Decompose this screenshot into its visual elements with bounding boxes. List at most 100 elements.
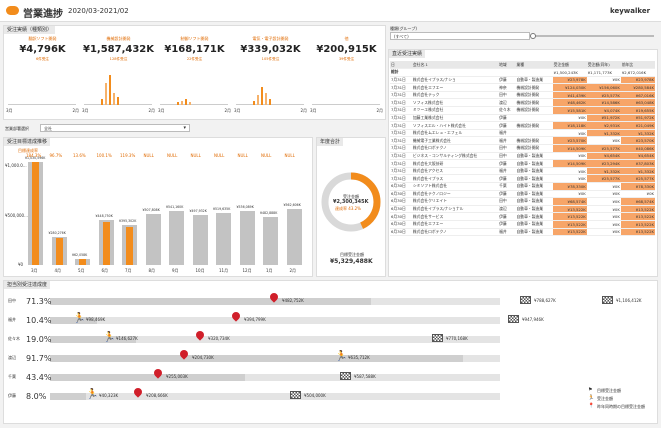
monthly-ylabel-top: ¥1,000.0... bbox=[5, 163, 27, 168]
runner-icon[interactable]: 🏃 bbox=[335, 351, 348, 362]
orders-row[interactable]: 7月31日 ビジネス・コンサルティング株式会社 田中 自動車・製造業 ¥0K ¥4,654… bbox=[390, 152, 655, 161]
monthly-bar[interactable] bbox=[286, 208, 302, 265]
orders-row[interactable]: 7月31日 株式会社ロボテクノ 田中 機械設計開発 ¥14,509K ¥25,577K ¥4… bbox=[390, 144, 655, 153]
orders-cell: 7月31日 bbox=[390, 152, 412, 161]
kpi-sparkline bbox=[312, 71, 380, 105]
monthly-rate: NULL bbox=[284, 153, 295, 158]
orders-column-header[interactable]: 日 bbox=[390, 61, 412, 70]
orders-row[interactable]: 6月30日 株式会社テクノロジー 伊藤 自動車・製造業 ¥0K ¥0K ¥0K bbox=[390, 190, 655, 199]
orders-row[interactable]: 7月31日 機械電子工業株式会社 福井 機械設計開発 ¥23,570K ¥0K ¥23,57… bbox=[390, 136, 655, 146]
orders-cell: 7月31日 bbox=[390, 167, 412, 176]
kpi-value: ¥200,915K bbox=[316, 44, 377, 55]
page-title: 営業進捗 bbox=[23, 9, 63, 20]
monthly-rate: 96.7% bbox=[49, 153, 63, 158]
monthly-actual-bar[interactable] bbox=[32, 161, 39, 265]
slider-handle[interactable] bbox=[530, 33, 536, 39]
kpi-spark-bar bbox=[261, 87, 263, 105]
orders-row[interactable]: 7月31日 株式会社アクセス 福井 自動車・製造業 ¥0K ¥1,332K ¥1,332K bbox=[390, 167, 655, 176]
orders-row[interactable]: 7月31日 ソフィス株式会社 渡辺 機械設計開発 ¥48,462K ¥14,586K ¥63… bbox=[390, 98, 655, 108]
progress-track bbox=[50, 393, 500, 400]
monthly-rate: NULL bbox=[214, 153, 225, 158]
orders-row[interactable]: 6月30日 株式会社ロボテクノ 福井 自動車・製造業 ¥13,522K ¥0K ¥13,52… bbox=[390, 228, 655, 237]
orders-column-header[interactable]: 前年比 bbox=[620, 61, 655, 70]
orders-row[interactable]: 6月30日 株式会社クリエイト 田中 自動車・製造業 ¥68,574K ¥0K ¥68,57… bbox=[390, 197, 655, 206]
monthly-legend: 目標達成率 bbox=[18, 148, 38, 153]
monthly-bar[interactable] bbox=[239, 211, 255, 265]
orders-cell: 6月30日 bbox=[390, 212, 412, 221]
pin-value: ¥482,752K bbox=[282, 298, 304, 303]
monthly-bar[interactable] bbox=[263, 216, 278, 265]
monthly-rate: NULL bbox=[167, 153, 178, 158]
orders-column-header[interactable]: 地域 bbox=[498, 61, 516, 70]
kpi-card: 他 ¥200,915K 39件受注 3月 2月 bbox=[309, 36, 384, 116]
orders-cell: 株式会社アクセス bbox=[411, 167, 499, 176]
legend-target: ⚑ 目標受注金額 bbox=[588, 388, 654, 394]
orders-cell: ¥41,439K bbox=[552, 91, 587, 100]
orders-row[interactable]: 7月31日 株式会社大阪技研 伊藤 自動車・製造業 ¥14,509K ¥23,294K ¥3… bbox=[390, 159, 655, 168]
runner-icon[interactable]: 🏃 bbox=[86, 389, 99, 400]
annual-total-label: 目標受注金額 bbox=[340, 252, 364, 257]
monthly-bar-label: ¥1,030,596K bbox=[25, 155, 46, 160]
monthly-bar[interactable] bbox=[169, 210, 184, 265]
period-slider[interactable] bbox=[532, 35, 654, 37]
orders-cell: 自動車・製造業 bbox=[515, 228, 553, 237]
orders-cell: 株式会社エフエー bbox=[411, 83, 499, 92]
dept-select[interactable]: 全社 ▾ bbox=[40, 124, 190, 132]
orders-column-header[interactable]: 会社名.1 bbox=[411, 61, 499, 70]
orders-column-header[interactable]: 受注金額 bbox=[552, 61, 587, 70]
orders-row[interactable]: 7月31日 株式会社テック 田中 機械設計開発 ¥41,439K ¥25,577K ¥67,… bbox=[390, 91, 655, 100]
flag-icon[interactable] bbox=[432, 334, 443, 342]
kpi-axis-start: 3月 bbox=[234, 108, 241, 113]
flag-value: ¥770,168K bbox=[446, 336, 468, 341]
orders-row[interactable]: 7月31日 株式会社イプラス/ナショ 伊藤 自動車・製造業 ¥23,978K ¥0K ¥23… bbox=[390, 76, 655, 85]
runner-icon[interactable]: 🏃 bbox=[103, 332, 116, 343]
flag-icon[interactable] bbox=[520, 296, 531, 304]
runner-value: ¥98,469K bbox=[86, 317, 106, 322]
orders-cell: 株式会社イプラス/ナショ bbox=[411, 76, 499, 85]
orders-cell: ¥13,522K bbox=[620, 205, 655, 214]
orders-cell: 機械設計開発 bbox=[515, 136, 553, 146]
monthly-bar[interactable] bbox=[216, 213, 231, 265]
monthly-bar-label: ¥562,606K bbox=[283, 202, 301, 207]
orders-row[interactable]: 7月31日 ソフィスエル・ハイト株式会社 伊藤 機械設計開発 ¥18,118K ¥2,93… bbox=[390, 121, 655, 130]
orders-column-header[interactable]: 受注額(同年) bbox=[586, 61, 621, 70]
flag-icon[interactable] bbox=[508, 315, 519, 323]
orders-cell: 7月31日 bbox=[390, 106, 412, 115]
orders-row[interactable]: 6月30日 株式会社イプラス/ナショナル 渡辺 自動車・製造業 ¥13,522K ¥0K ¥… bbox=[390, 205, 655, 214]
orders-cell: ¥13,522K bbox=[620, 228, 655, 237]
progress-row-name: 福井 bbox=[8, 317, 16, 322]
flag-icon[interactable] bbox=[290, 391, 301, 399]
orders-cell: ¥13,522K bbox=[552, 212, 587, 221]
orders-row[interactable]: 6月30日 株式会社エフエー 伊藤 自動車・製造業 ¥13,522K ¥0K ¥13,522… bbox=[390, 220, 655, 229]
kpi-title: 翻訳ソフト開発 bbox=[28, 36, 57, 41]
flag-icon[interactable] bbox=[340, 372, 351, 380]
orders-title: 直近受注実績 bbox=[389, 50, 426, 58]
orders-cell: ¥1,332K bbox=[620, 167, 655, 176]
flag-icon[interactable] bbox=[602, 296, 613, 304]
monthly-actual-bar[interactable] bbox=[55, 238, 63, 265]
orders-cell: ¥51,972K bbox=[620, 114, 655, 123]
monthly-actual-bar[interactable] bbox=[126, 227, 133, 265]
orders-row[interactable]: 7月31日 ミツーユ株式会社 佐々木 機械設計開発 ¥15,581K ¥4,074K ¥19… bbox=[390, 106, 655, 115]
orders-row[interactable]: 6月30日 シミソフト株式会社 千葉 自動車・製造業 ¥78,330K ¥0K ¥78,33… bbox=[390, 182, 655, 191]
orders-row[interactable]: 7月31日 株式会社エフエー 神奈 機械設計開発 ¥124,030K ¥156,060K ¥… bbox=[390, 83, 655, 92]
orders-cell: 機械設計開発 bbox=[515, 121, 553, 130]
orders-row[interactable]: 6月30日 株式会社サービス 伊藤 自動車・製造業 ¥13,522K ¥0K ¥13,522… bbox=[390, 212, 655, 221]
orders-row[interactable]: 7月31日 加藤工業株式会社 伊藤 ¥0K ¥51,972K ¥51,972K bbox=[390, 114, 655, 123]
monthly-bar[interactable] bbox=[145, 214, 161, 265]
monthly-bar[interactable] bbox=[192, 215, 208, 265]
progress-track bbox=[50, 317, 500, 324]
orders-cell: 株式会社エフエー bbox=[411, 220, 499, 229]
orders-cell: ¥1,332K bbox=[620, 129, 655, 138]
monthly-actual-bar[interactable] bbox=[102, 222, 110, 265]
runner-value: ¥146,627K bbox=[116, 336, 138, 341]
orders-row[interactable]: 7月31日 株式会社イプラス 伊藤 自動車・製造業 ¥0K ¥25,577K ¥25,577… bbox=[390, 174, 655, 183]
progress-percent: 19.0% bbox=[26, 335, 52, 344]
monthly-actual-bar[interactable] bbox=[79, 259, 86, 265]
runner-icon[interactable]: 🏃 bbox=[73, 313, 86, 324]
orders-column-header[interactable]: 業種 bbox=[515, 61, 553, 70]
legend-actual: 🏃 受注金額 bbox=[588, 396, 654, 402]
kpi-title: 制御ソフト開発 bbox=[180, 36, 209, 41]
orders-row[interactable]: 7月31日 株式会社ムエレュ・エフェル 福井 ¥0K ¥1,332K ¥1,332K bbox=[390, 129, 655, 138]
group-filter-select[interactable]: (すべて) bbox=[390, 32, 530, 40]
